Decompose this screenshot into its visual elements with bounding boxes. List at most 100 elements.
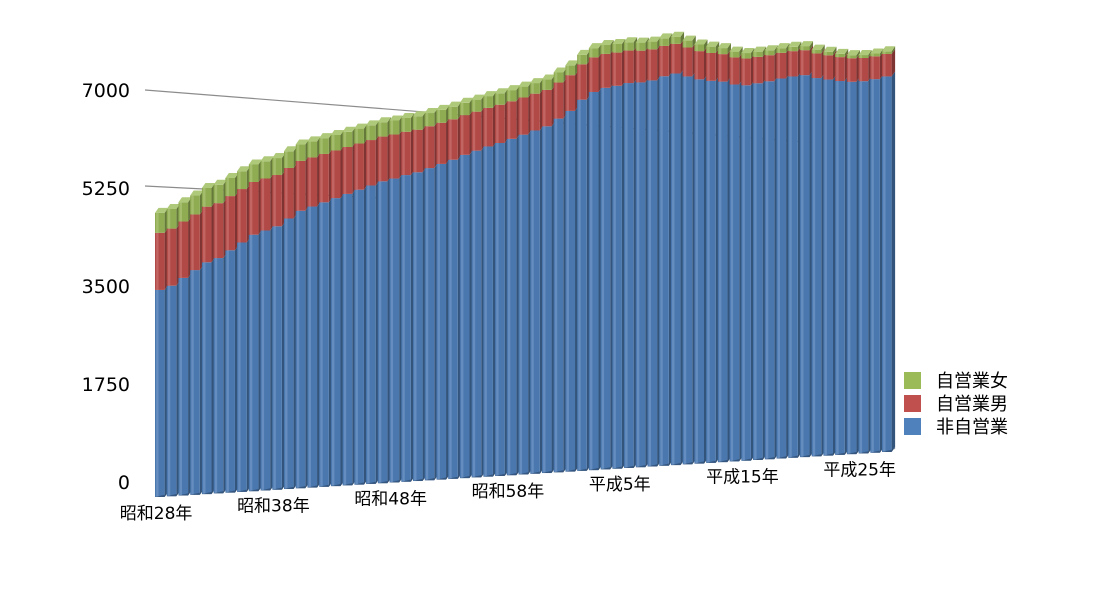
bar-stack [506,85,520,476]
bar-segment-self-employed-male [401,131,411,176]
legend-swatch [904,372,921,389]
bar-segment-non-self-employed-highlight [625,83,628,468]
bar-segment-non-self-employed-highlight [543,126,546,474]
bar-segment-non-self-employed [835,81,845,455]
bar-base-edge [330,481,345,487]
bar-segment-non-self-employed [541,126,552,474]
bar-top-face [412,111,427,117]
bar-stack [588,43,602,471]
bar-segment-self-employed-male-highlight [672,43,675,74]
bar-stack [448,101,462,479]
bar-segment-self-employed-female-highlight [249,164,253,182]
bar-segment-self-employed-male-highlight [601,53,605,88]
bar-segment-self-employed-female [553,72,564,83]
bar-segment-non-self-employed [565,110,576,472]
bar-segment-non-self-employed [811,78,822,457]
bar-top-face [248,159,262,165]
bar-top-face [213,179,227,185]
bar-segment-self-employed-female-highlight [754,51,757,57]
bar-segment-non-self-employed [248,234,259,492]
bar-segment-self-employed-female [647,41,658,50]
bar-segment-self-employed-male [682,47,693,77]
bar-segment-self-employed-male-highlight [777,52,781,79]
bar-base-edge [389,477,403,483]
bar-segment-non-self-employed [647,80,658,467]
bar-segment-non-self-employed [201,262,212,495]
bar-top-face [295,139,309,145]
bar-segment-self-employed-male [612,52,622,86]
bar-segment-non-self-employed [459,154,470,479]
bar-stack [190,190,204,495]
bar-segment-self-employed-male-highlight [683,47,687,77]
bar-segment-non-self-employed [624,83,634,468]
bar-segment-self-employed-female [764,50,775,56]
bar-segment-self-employed-male-highlight [238,189,241,243]
bar-segment-non-self-employed-highlight [847,81,851,455]
bar-base-edge [495,470,509,476]
bar-segment-non-self-employed [553,118,564,473]
bar-segment-self-employed-female-highlight [390,120,394,135]
bar-segment-self-employed-female-highlight [883,51,886,54]
bar-segment-self-employed-male-highlight [847,58,851,82]
bar-stack [354,123,368,485]
bar-base-edge [295,483,309,489]
bar-segment-self-employed-female-side [750,48,755,59]
bar-segment-self-employed-female-highlight [625,42,628,51]
bar-segment-self-employed-male [237,189,247,243]
bar-segment-non-self-employed-highlight [730,84,734,462]
bar-segment-self-employed-female-highlight [472,99,476,112]
bar-top-face [553,67,567,73]
bar-top-face [612,38,626,44]
bar-segment-non-self-employed [682,76,693,465]
bar-base-edge [448,473,462,479]
bar-segment-self-employed-female-highlight [578,54,581,65]
bar-segment-self-employed-male [846,58,857,82]
bar-segment-non-self-employed-highlight [660,76,663,466]
bar-segment-self-employed-male [753,56,763,84]
bar-stack [260,156,274,491]
bar-segment-non-self-employed-highlight [707,80,710,463]
bar-segment-self-employed-female-highlight [156,212,159,233]
x-tick-label: 昭和28年 [120,504,193,524]
bar-segment-self-employed-female [530,83,540,94]
bar-segment-self-employed-female [776,48,787,53]
bar-segment-self-employed-male [764,55,775,82]
bar-segment-non-self-employed [776,78,787,459]
bar-segment-non-self-employed-highlight [226,250,229,493]
bar-base-edge [729,456,743,462]
bar-stack [577,49,591,471]
bar-segment-self-employed-male [424,126,435,169]
bar-segment-non-self-employed-highlight [320,202,323,487]
bar-stack [753,46,767,460]
bar-segment-non-self-employed [436,163,447,480]
bar-segment-non-self-employed-side [891,71,896,453]
bar-segment-non-self-employed [389,178,400,483]
bar-segment-self-employed-female [506,90,517,102]
bar-segment-non-self-employed-highlight [742,85,745,461]
bar-top-face [319,133,333,139]
bar-segment-self-employed-male [412,129,423,173]
bar-base-edge [682,459,696,465]
x-tick-label: 昭和48年 [354,489,427,509]
bar-segment-non-self-employed-highlight [636,82,640,468]
bar-segment-non-self-employed-highlight [613,85,616,469]
bar-segment-self-employed-male [799,50,810,76]
bar-base-edge [741,455,755,461]
bar-segment-self-employed-male [295,160,306,211]
bar-segment-non-self-employed-highlight [718,81,722,463]
bar-stack [366,120,380,484]
bar-stack [201,182,216,495]
bar-top-face [706,41,720,47]
bar-segment-non-self-employed-highlight [695,79,698,464]
bar-segment-self-employed-male [882,53,892,77]
bar-stack [741,48,755,461]
bar-segment-self-employed-female-highlight [660,38,663,46]
bar-base-edge [577,465,591,471]
bar-base-edge [377,478,391,484]
bar-segment-self-employed-male-highlight [191,214,194,271]
bar-top-face [729,46,743,52]
bar-top-face [283,146,298,152]
bar-base-edge [706,457,720,463]
bar-segment-self-employed-female [190,195,200,215]
bar-segment-self-employed-female-side [832,46,837,56]
